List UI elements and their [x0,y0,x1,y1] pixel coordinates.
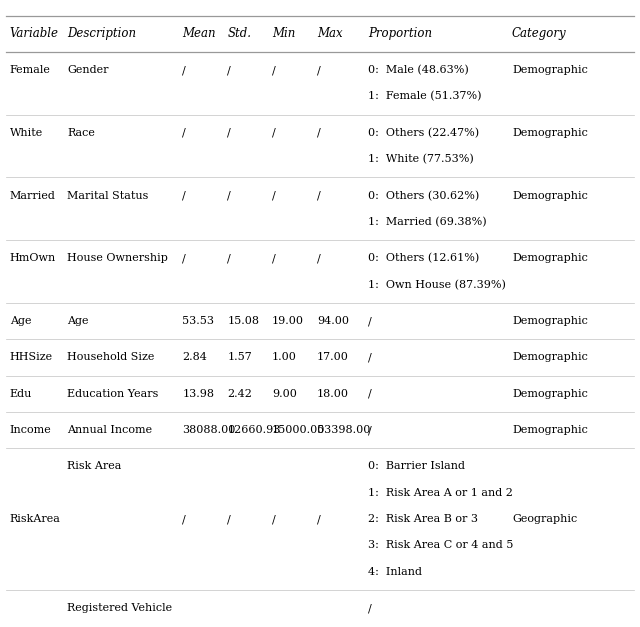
Text: Variable: Variable [10,28,59,40]
Text: Demographic: Demographic [512,316,588,326]
Text: /: / [227,65,231,75]
Text: /: / [227,128,231,138]
Text: 1:  Own House (87.39%): 1: Own House (87.39%) [368,280,506,290]
Text: Demographic: Demographic [512,128,588,138]
Text: 0:  Others (12.61%): 0: Others (12.61%) [368,253,479,263]
Text: 94.00: 94.00 [317,316,349,326]
Text: /: / [182,65,186,75]
Text: /: / [272,191,276,201]
Text: Demographic: Demographic [512,191,588,201]
Text: Marital Status: Marital Status [67,191,148,201]
Text: Age: Age [67,316,89,326]
Text: Age: Age [10,316,31,326]
Text: /: / [368,603,372,613]
Text: 2:  Risk Area B or 3: 2: Risk Area B or 3 [368,514,478,524]
Text: Mean: Mean [182,28,216,40]
Text: 1:  Female (51.37%): 1: Female (51.37%) [368,92,481,102]
Text: 3:  Risk Area C or 4 and 5: 3: Risk Area C or 4 and 5 [368,540,513,551]
Text: 0:  Barrier Island: 0: Barrier Island [368,461,465,472]
Text: Income: Income [10,425,51,435]
Text: Demographic: Demographic [512,65,588,75]
Text: /: / [317,128,321,138]
Text: 1:  Married (69.38%): 1: Married (69.38%) [368,217,486,227]
Text: /: / [317,191,321,201]
Text: /: / [272,65,276,75]
Text: HmOwn: HmOwn [10,253,56,263]
Text: 12660.93: 12660.93 [227,425,280,435]
Text: Annual Income: Annual Income [67,425,152,435]
Text: 13.98: 13.98 [182,389,214,399]
Text: Min: Min [272,28,296,40]
Text: 0:  Others (22.47%): 0: Others (22.47%) [368,128,479,138]
Text: Household Size: Household Size [67,352,155,362]
Text: White: White [10,128,43,138]
Text: /: / [227,191,231,201]
Text: RiskArea: RiskArea [10,514,60,524]
Text: Registered Vehicle: Registered Vehicle [67,603,172,613]
Text: 19.00: 19.00 [272,316,304,326]
Text: 2.42: 2.42 [227,389,252,399]
Text: Geographic: Geographic [512,514,577,524]
Text: Demographic: Demographic [512,352,588,362]
Text: Demographic: Demographic [512,253,588,263]
Text: /: / [272,514,276,524]
Text: Risk Area: Risk Area [67,461,122,472]
Text: Max: Max [317,28,342,40]
Text: 15.08: 15.08 [227,316,259,326]
Text: 1:  White (77.53%): 1: White (77.53%) [368,154,474,164]
Text: 53398.00: 53398.00 [317,425,370,435]
Text: Demographic: Demographic [512,389,588,399]
Text: Education Years: Education Years [67,389,159,399]
Text: 1.00: 1.00 [272,352,297,362]
Text: Category: Category [512,28,566,40]
Text: Race: Race [67,128,95,138]
Text: House Ownership: House Ownership [67,253,168,263]
Text: 4:  Inland: 4: Inland [368,567,422,577]
Text: Demographic: Demographic [512,425,588,435]
Text: Gender: Gender [67,65,109,75]
Text: /: / [317,65,321,75]
Text: HHSize: HHSize [10,352,52,362]
Text: /: / [317,253,321,263]
Text: /: / [182,128,186,138]
Text: 15000.00: 15000.00 [272,425,325,435]
Text: Proportion: Proportion [368,28,432,40]
Text: /: / [227,514,231,524]
Text: 38088.00: 38088.00 [182,425,236,435]
Text: /: / [317,514,321,524]
Text: /: / [368,389,372,399]
Text: /: / [368,425,372,435]
Text: /: / [368,316,372,326]
Text: 2.84: 2.84 [182,352,207,362]
Text: /: / [272,128,276,138]
Text: Married: Married [10,191,56,201]
Text: Edu: Edu [10,389,32,399]
Text: 53.53: 53.53 [182,316,214,326]
Text: /: / [227,253,231,263]
Text: 0:  Others (30.62%): 0: Others (30.62%) [368,191,479,201]
Text: 1.57: 1.57 [227,352,252,362]
Text: Std.: Std. [227,28,251,40]
Text: 0:  Male (48.63%): 0: Male (48.63%) [368,65,468,75]
Text: /: / [182,253,186,263]
Text: /: / [272,253,276,263]
Text: 17.00: 17.00 [317,352,349,362]
Text: 1:  Risk Area A or 1 and 2: 1: Risk Area A or 1 and 2 [368,488,513,498]
Text: /: / [368,352,372,362]
Text: /: / [182,191,186,201]
Text: Description: Description [67,28,136,40]
Text: Female: Female [10,65,51,75]
Text: 9.00: 9.00 [272,389,297,399]
Text: 18.00: 18.00 [317,389,349,399]
Text: /: / [182,514,186,524]
